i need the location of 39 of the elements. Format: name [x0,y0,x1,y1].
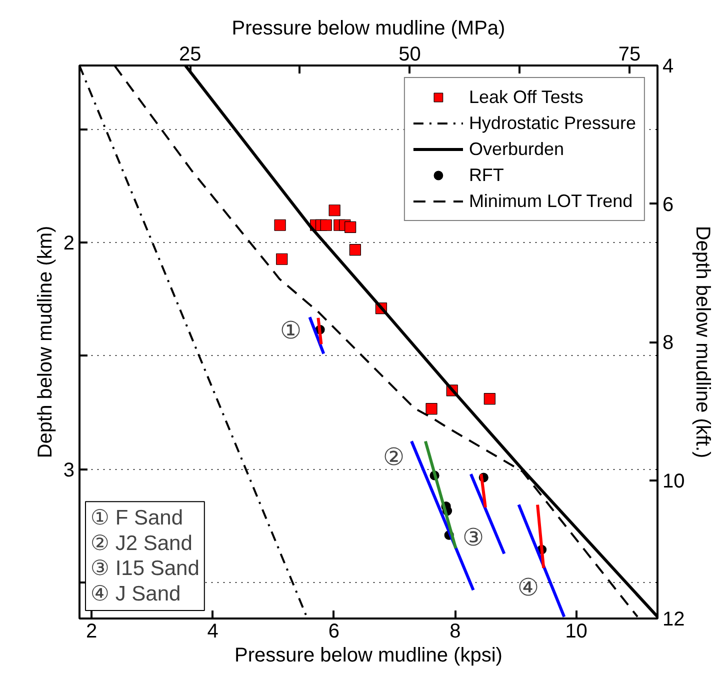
x2-tick-label: 75 [618,44,641,66]
point [274,219,286,231]
x2-axis-title: Pressure below mudline (MPa) [232,18,506,40]
annotation: ① [280,318,302,345]
annotation: ③ [462,524,485,552]
x2-tick-label: 50 [398,44,421,66]
y2-tick-label: 8 [662,332,674,354]
x-tick-label: 8 [450,620,461,642]
point [276,253,288,265]
legend-label: Overburden [468,138,564,160]
point [344,221,356,233]
x-tick-label: 4 [207,620,218,642]
y2-tick-label: 4 [662,56,674,78]
annotation: ② J2 Sand [90,532,192,555]
annotation: ④ [518,574,540,602]
y2-axis-title: Depth below mudline (kft.) [692,226,714,458]
x-tick-label: 10 [565,620,588,642]
annotation: ④ J Sand [90,582,181,606]
legend-label: Hydrostatic Pressure [468,112,636,134]
x-axis-title: Pressure below mudline (kpsi) [234,644,502,666]
legend-label: RFT [468,164,504,186]
x-tick-label: 6 [328,620,340,642]
annotation: ① F Sand [90,506,184,530]
point [426,403,438,415]
point [328,204,340,216]
y2-tick-label: 10 [662,470,685,492]
legend-label: Leak Off Tests [468,86,584,108]
point [484,393,496,405]
x-tick-label: 2 [86,620,98,642]
y-axis-title: Depth below mudline (km) [34,226,56,458]
point [320,219,332,231]
y2-tick-label: 12 [662,608,685,630]
legend-label: Minimum LOT Trend [468,190,633,212]
x2-tick-label: 25 [179,44,202,66]
annotation: ③ I15 Sand [90,557,200,580]
y2-tick-label: 6 [662,194,674,216]
point [349,244,361,256]
y-tick-label: 3 [63,459,74,482]
annotation: ② [383,444,406,471]
